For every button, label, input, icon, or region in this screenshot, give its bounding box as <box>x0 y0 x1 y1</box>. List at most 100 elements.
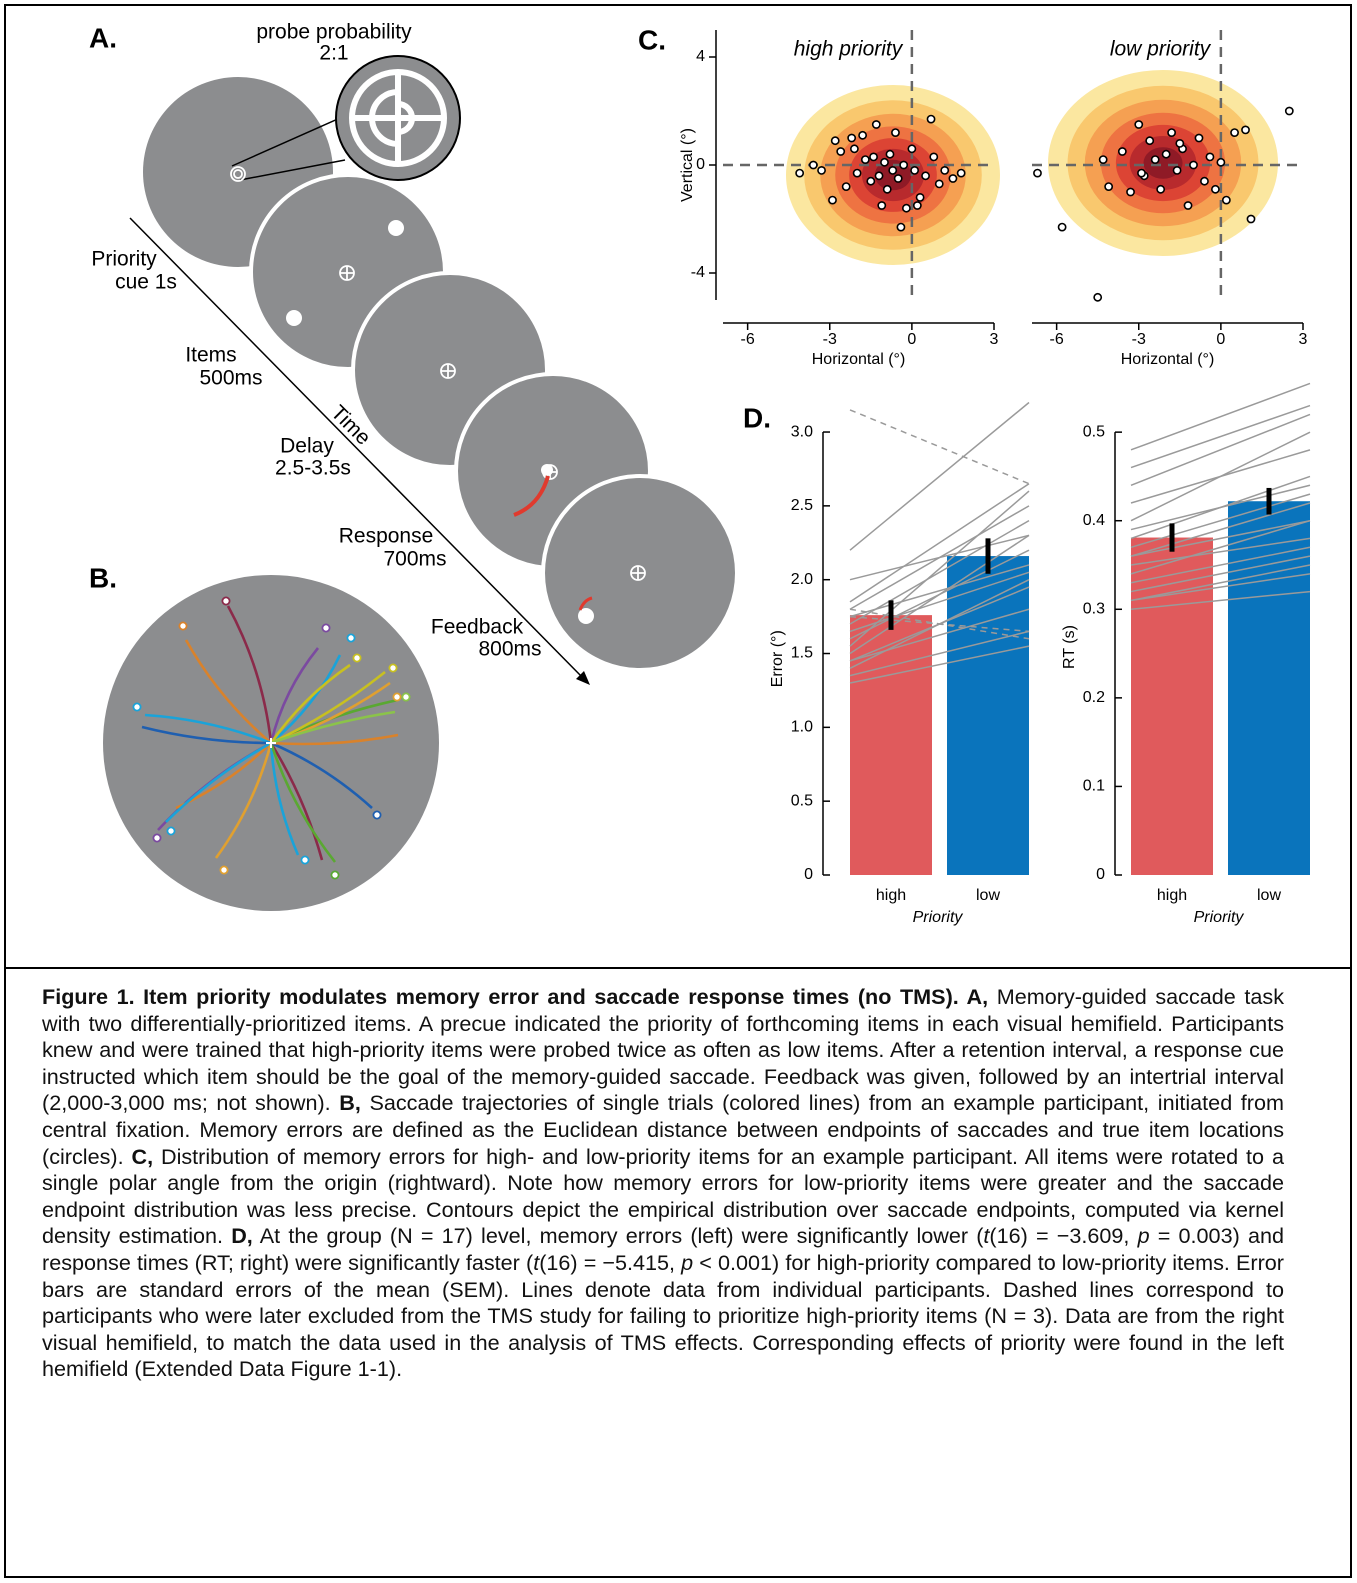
target <box>347 634 354 641</box>
endpoint <box>1184 202 1191 209</box>
endpoint <box>889 167 896 174</box>
panel-d: 00.51.01.52.02.53.0highlowPriorityError … <box>769 383 1310 926</box>
endpoint <box>829 197 836 204</box>
endpoint <box>886 151 893 158</box>
x-tick-label: -3 <box>1132 331 1146 348</box>
x-tick-label: 0 <box>1216 331 1225 348</box>
caption-run: At the group (N = 17) level, memory erro… <box>253 1223 984 1248</box>
caption-run: C, <box>131 1144 153 1169</box>
endpoint <box>1135 121 1142 128</box>
endpoint <box>1190 161 1197 168</box>
x-tick-label: -6 <box>741 331 755 348</box>
endpoint <box>1138 170 1145 177</box>
participant-line <box>1131 414 1310 485</box>
endpoint <box>818 167 825 174</box>
step-label: Priority <box>91 248 157 271</box>
endpoint <box>878 202 885 209</box>
endpoint <box>832 137 839 144</box>
step-label: Feedback <box>431 616 524 639</box>
endpoint <box>1247 215 1254 222</box>
endpoint <box>851 145 858 152</box>
endpoint <box>1212 186 1219 193</box>
item <box>541 464 553 476</box>
x-axis-label: Horizontal (°) <box>1121 351 1215 368</box>
target <box>322 624 329 631</box>
step-duration: 800ms <box>478 638 541 661</box>
target <box>167 827 174 834</box>
x-axis-label: Priority <box>913 909 964 926</box>
endpoint <box>884 186 891 193</box>
y-tick-label: 0.5 <box>791 792 813 809</box>
target <box>353 654 360 661</box>
caption-run: B, <box>339 1090 361 1115</box>
y-tick-label: -4 <box>691 264 705 281</box>
endpoint <box>796 170 803 177</box>
target <box>331 871 338 878</box>
y-axis-label: Vertical (°) <box>679 128 696 202</box>
endpoint <box>1146 137 1153 144</box>
bar <box>1131 538 1213 875</box>
caption-run: p <box>681 1250 693 1275</box>
endpoint <box>873 121 880 128</box>
y-tick-label: 2.0 <box>791 571 813 588</box>
endpoint <box>875 172 882 179</box>
endpoint <box>916 194 923 201</box>
x-tick-label: -3 <box>823 331 837 348</box>
panel-c: high priority-6-303Horizontal (°)-404Ver… <box>679 30 1307 368</box>
endpoint <box>936 180 943 187</box>
item <box>578 608 594 624</box>
target <box>373 811 380 818</box>
x-axis-label: Priority <box>1194 909 1245 926</box>
endpoint <box>1059 224 1066 231</box>
endpoint <box>927 116 934 123</box>
y-tick-label: 1.0 <box>791 719 813 736</box>
participant-line <box>850 403 1029 551</box>
step-duration: 700ms <box>383 548 446 571</box>
endpoint <box>1034 170 1041 177</box>
participant-line <box>1131 383 1310 449</box>
caption-run: D, <box>231 1223 253 1248</box>
y-tick-label: 0.3 <box>1083 601 1105 618</box>
panel-label: D. <box>743 402 771 433</box>
target <box>389 664 396 671</box>
y-tick-label: 3.0 <box>791 423 813 440</box>
endpoint <box>1231 129 1238 136</box>
caption-run: (16) = −5.415, <box>539 1250 681 1275</box>
endpoint <box>900 161 907 168</box>
x-tick-label: high <box>1157 887 1187 904</box>
endpoint <box>1195 134 1202 141</box>
endpoint <box>1173 167 1180 174</box>
x-axis-label: Horizontal (°) <box>812 351 906 368</box>
endpoint <box>870 153 877 160</box>
endpoint <box>810 161 817 168</box>
target <box>301 856 308 863</box>
endpoint <box>908 145 915 152</box>
endpoint <box>1163 151 1170 158</box>
y-axis-label: RT (s) <box>1061 625 1078 669</box>
endpoint <box>914 202 921 209</box>
item <box>388 220 404 236</box>
y-tick-label: 2.5 <box>791 497 813 514</box>
endpoint <box>897 224 904 231</box>
y-tick-label: 0.2 <box>1083 689 1105 706</box>
endpoint <box>930 153 937 160</box>
endpoint <box>881 159 888 166</box>
endpoint <box>911 167 918 174</box>
target <box>222 597 229 604</box>
x-tick-label: 3 <box>990 331 999 348</box>
target <box>402 693 409 700</box>
endpoint <box>1201 178 1208 185</box>
chart-title: high priority <box>794 38 904 61</box>
target <box>393 693 400 700</box>
endpoint <box>1217 159 1224 166</box>
x-tick-label: low <box>976 887 1000 904</box>
endpoint <box>1176 140 1183 147</box>
target <box>153 834 160 841</box>
probe-ratio: 2:1 <box>319 42 348 65</box>
endpoint <box>1242 126 1249 133</box>
page: { "panel_labels": {"a": "A.", "b": "B.",… <box>0 0 1357 1583</box>
y-tick-label: 0.5 <box>1083 423 1105 440</box>
endpoint <box>1168 129 1175 136</box>
endpoint <box>1100 156 1107 163</box>
